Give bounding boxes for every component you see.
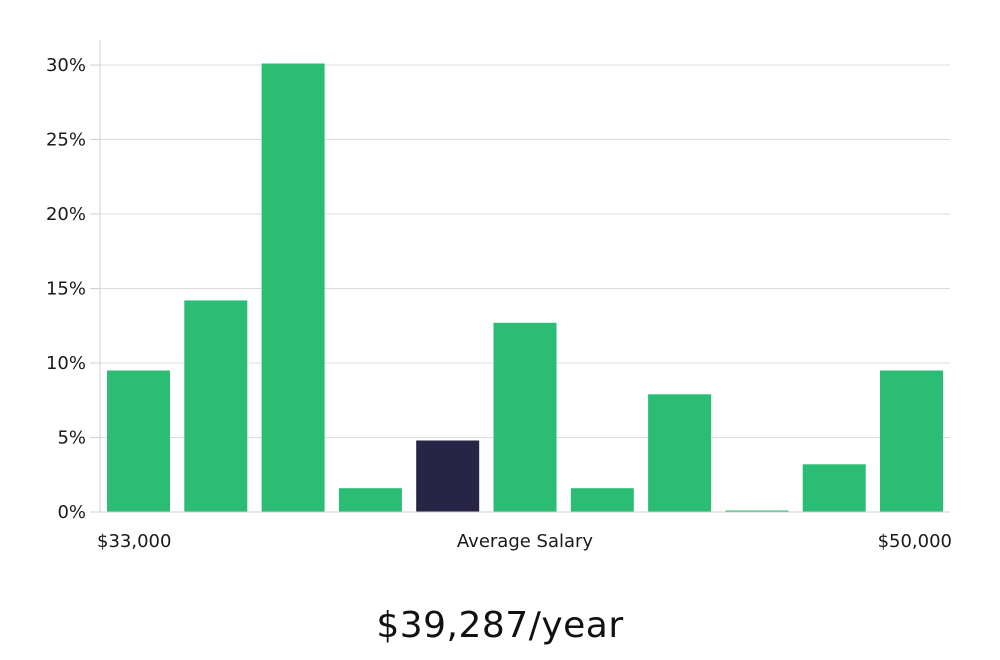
y-tick-label: 10%	[46, 353, 86, 374]
salary-distribution-chart: 0% 5% 10% 15% 20% 25% 30% $33,000 Average Sala…	[46, 40, 952, 552]
bar	[338, 488, 402, 512]
y-tick-label: 20%	[46, 204, 86, 225]
y-axis-ticks: 0% 5% 10% 15% 20% 25% 30%	[46, 55, 100, 523]
y-tick-label: 30%	[46, 55, 86, 76]
y-tick-label: 0%	[57, 502, 86, 523]
y-tick-label: 25%	[46, 130, 86, 151]
bar	[802, 464, 866, 512]
bar	[184, 300, 248, 512]
bar	[493, 322, 557, 512]
bars	[107, 63, 943, 512]
bar	[570, 488, 634, 512]
x-min-label: $33,000	[97, 531, 171, 552]
average-salary-value: $39,287/year	[376, 605, 624, 646]
bar	[261, 63, 325, 512]
x-max-label: $50,000	[878, 531, 952, 552]
y-tick-label: 5%	[57, 428, 86, 449]
y-tick-label: 15%	[46, 279, 86, 300]
bar	[880, 370, 943, 512]
bar	[725, 510, 789, 512]
x-axis-title: Average Salary	[457, 531, 594, 552]
bar	[107, 370, 170, 512]
bar	[648, 394, 712, 512]
bar-highlight-average	[416, 440, 480, 512]
